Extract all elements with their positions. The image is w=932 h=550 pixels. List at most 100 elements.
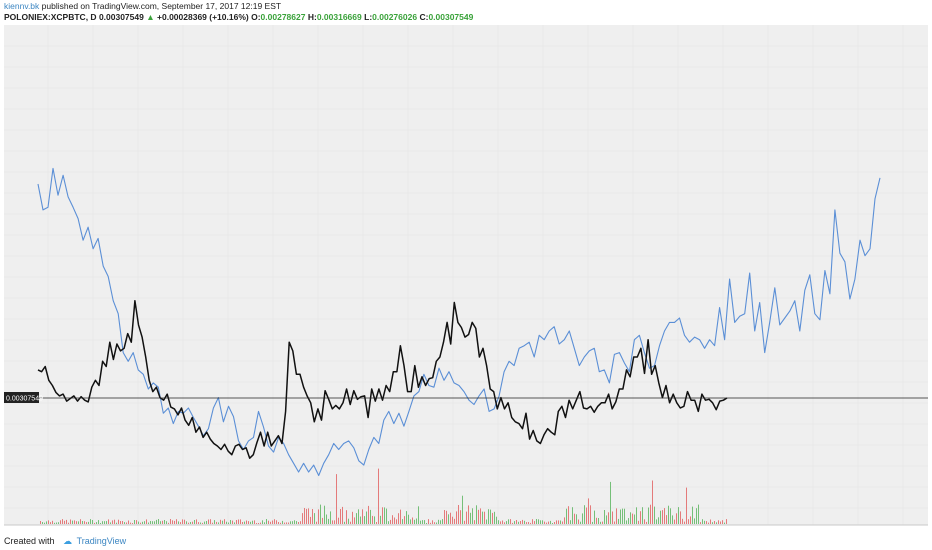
volume-bar — [108, 519, 109, 524]
price-change: +0.00028369 (+10.16%) — [157, 12, 249, 22]
volume-bar — [310, 516, 311, 524]
tradingview-cloud-icon[interactable]: ☁ — [63, 536, 73, 546]
volume-bar — [40, 521, 41, 524]
volume-bar — [638, 520, 639, 524]
volume-bar — [222, 520, 223, 524]
volume-bar — [434, 522, 435, 524]
volume-bar — [634, 514, 635, 524]
volume-bar — [124, 522, 125, 524]
open-label: O: — [251, 12, 261, 22]
author-link[interactable]: kiennv.bk — [4, 1, 40, 11]
volume-bar — [132, 523, 133, 524]
volume-bar — [662, 510, 663, 524]
volume-bar — [474, 520, 475, 524]
volume-bar — [514, 521, 515, 524]
volume-bar — [464, 520, 465, 524]
volume-bar — [656, 519, 657, 524]
price-chart[interactable]: 0.00307549 — [0, 25, 932, 532]
volume-bar — [702, 519, 703, 524]
low-label: L: — [364, 12, 373, 22]
volume-bar — [450, 512, 451, 524]
volume-bar — [262, 520, 263, 524]
volume-bar — [446, 510, 447, 524]
volume-bar — [440, 520, 441, 524]
volume-bar — [120, 521, 121, 524]
volume-bar — [144, 521, 145, 524]
volume-bar — [528, 522, 529, 524]
volume-bar — [420, 520, 421, 524]
volume-bar — [714, 521, 715, 524]
volume-bar — [620, 509, 621, 524]
volume-bar — [390, 519, 391, 524]
volume-bar — [494, 511, 495, 524]
volume-bar — [92, 520, 93, 524]
volume-bar — [158, 519, 159, 524]
volume-bar — [564, 517, 565, 524]
volume-bar — [46, 521, 47, 524]
volume-bar — [98, 520, 99, 524]
volume-bar — [84, 521, 85, 524]
volume-bar — [252, 520, 253, 524]
volume-bar — [410, 519, 411, 524]
volume-bar — [690, 516, 691, 524]
volume-bar — [666, 515, 667, 524]
volume-bar — [286, 522, 287, 524]
volume-bar — [554, 522, 555, 524]
volume-bar — [368, 505, 369, 524]
close-label: C: — [419, 12, 429, 22]
volume-bar — [598, 518, 599, 524]
volume-bar — [54, 522, 55, 524]
volume-bar — [538, 519, 539, 524]
volume-bar — [500, 521, 501, 524]
volume-bar — [308, 508, 309, 524]
volume-bar — [176, 519, 177, 524]
volume-bar — [594, 510, 595, 524]
high-label: H: — [307, 12, 317, 22]
volume-bar — [86, 522, 87, 524]
volume-bar — [508, 519, 509, 524]
volume-bar — [430, 522, 431, 524]
volume-bar — [336, 474, 337, 524]
volume-bar — [424, 520, 425, 524]
symbol-line: POLONIEX:XCPBTC, D 0.00307549 ▲ +0.00028… — [4, 12, 928, 23]
volume-bar — [452, 516, 453, 524]
volume-bar — [334, 520, 335, 524]
volume-bar — [48, 520, 49, 524]
volume-bars — [40, 468, 727, 524]
volume-bar — [456, 511, 457, 524]
volume-bar — [316, 521, 317, 524]
volume-bar — [516, 520, 517, 524]
volume-bar — [116, 522, 117, 524]
volume-bar — [630, 512, 631, 524]
volume-bar — [392, 515, 393, 524]
volume-bar — [412, 517, 413, 524]
volume-bar — [526, 522, 527, 524]
volume-bar — [614, 521, 615, 524]
up-arrow-icon: ▲ — [146, 12, 155, 22]
volume-bar — [692, 506, 693, 524]
volume-bar — [652, 480, 653, 524]
volume-bar — [230, 520, 231, 524]
volume-bar — [600, 521, 601, 524]
volume-bar — [522, 519, 523, 524]
volume-bar — [570, 520, 571, 524]
volume-bar — [290, 521, 291, 524]
volume-bar — [540, 520, 541, 524]
volume-bar — [246, 520, 247, 524]
volume-bar — [416, 518, 417, 524]
volume-bar — [186, 521, 187, 524]
tradingview-link[interactable]: TradingView — [76, 536, 127, 546]
volume-bar — [358, 509, 359, 524]
volume-bar — [326, 514, 327, 524]
volume-bar — [256, 523, 257, 524]
volume-bar — [566, 508, 567, 524]
volume-bar — [468, 505, 469, 524]
volume-bar — [642, 507, 643, 524]
volume-bar — [438, 519, 439, 524]
current-price-marker — [4, 392, 39, 403]
volume-bar — [558, 520, 559, 524]
volume-bar — [152, 521, 153, 524]
volume-bar — [470, 512, 471, 524]
volume-bar — [408, 514, 409, 524]
volume-bar — [664, 508, 665, 524]
